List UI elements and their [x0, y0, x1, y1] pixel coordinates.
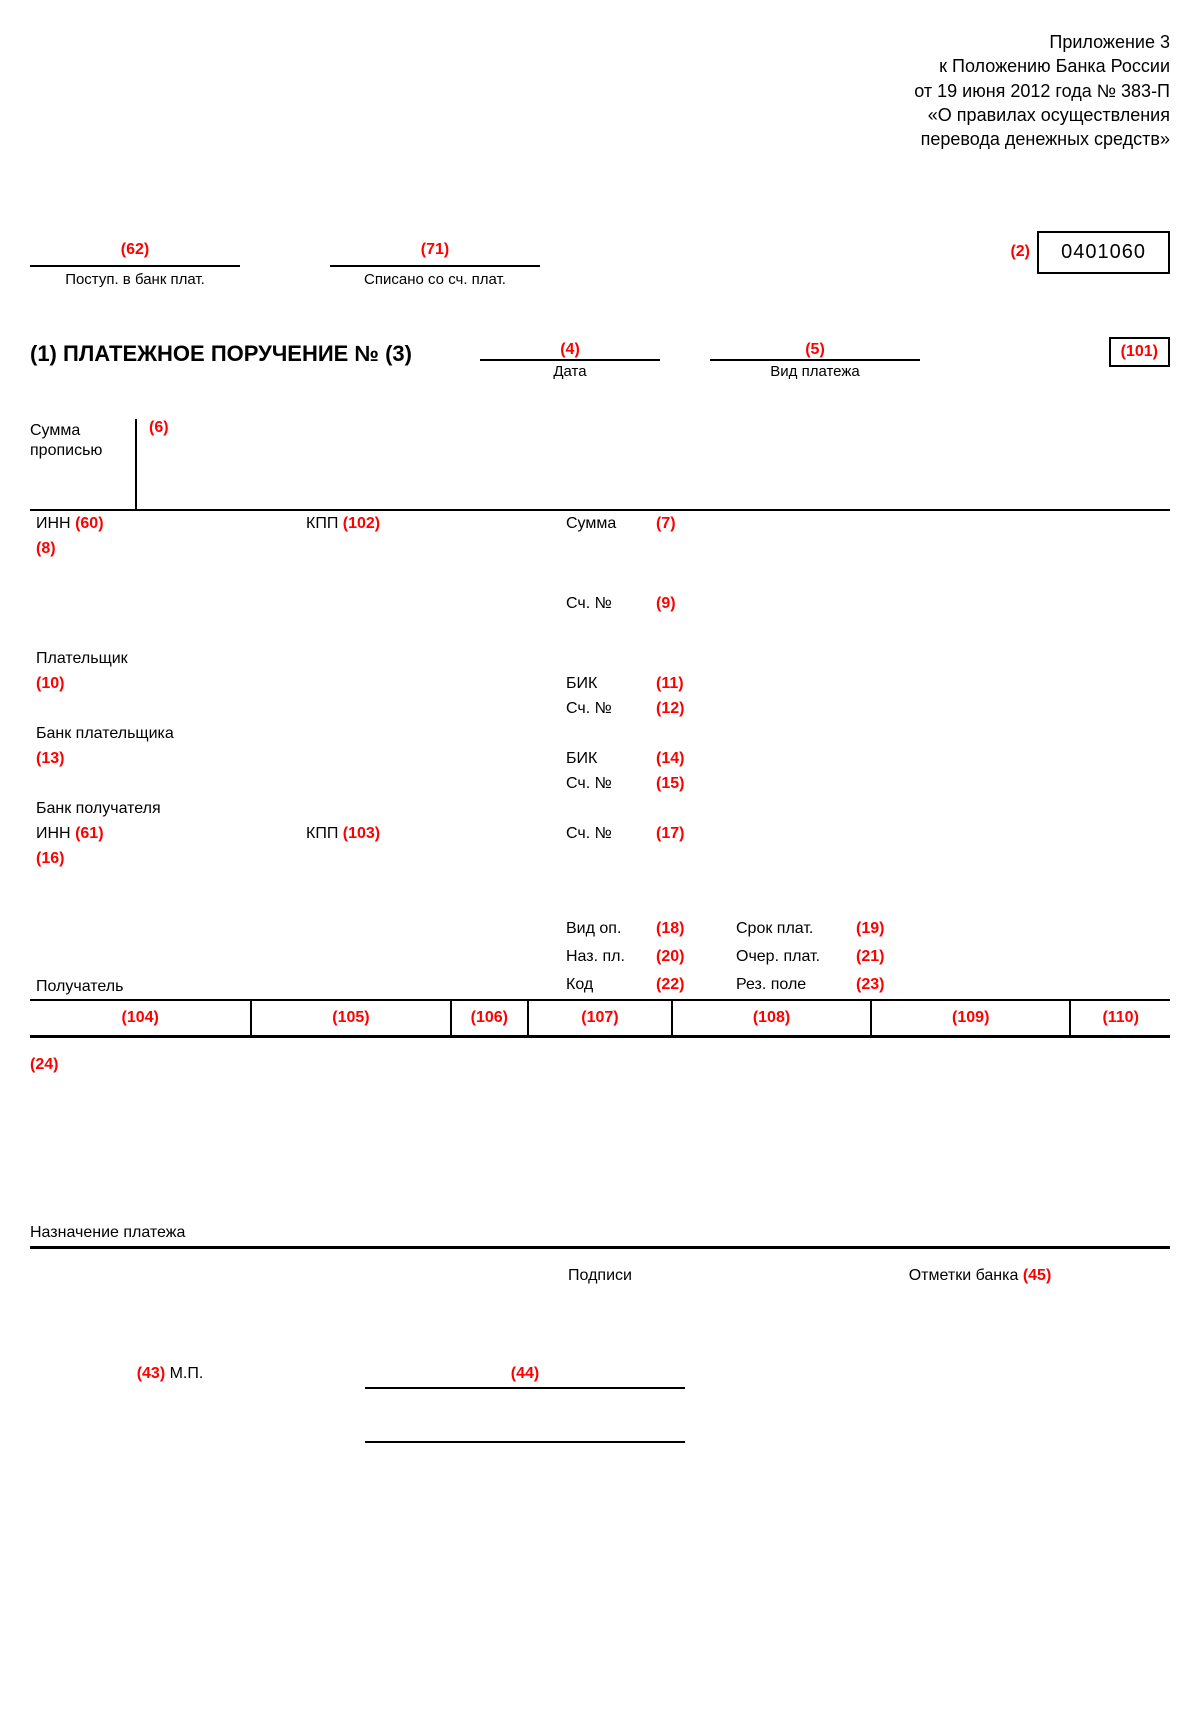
lbl-bank-payer: Банк плательщика [30, 721, 560, 746]
lbl-sch15: Сч. № [560, 771, 650, 796]
hdr-l5: перевода денежных средств» [30, 127, 1170, 151]
lbl-bik11: БИК [560, 671, 650, 696]
num-110: (110) [1070, 1000, 1170, 1037]
lbl-sch12: Сч. № [560, 696, 650, 721]
signatures-header: Подписи Отметки банка (45) [30, 1267, 1170, 1285]
regulation-header: Приложение 3 к Положению Банка России от… [30, 30, 1170, 151]
num-10: (10) [36, 675, 64, 692]
num-104: (104) [30, 1000, 251, 1037]
num-16: (16) [36, 850, 64, 867]
lbl-bik14: БИК [560, 746, 650, 771]
signature-line-2 [365, 1439, 685, 1443]
lbl-bank-recv: Банк получателя [30, 796, 560, 821]
tax-row: (104) (105) (106) (107) (108) (109) (110… [30, 999, 1170, 1038]
num-45: (45) [1023, 1267, 1051, 1284]
num-7: (7) [656, 515, 676, 532]
num-17: (17) [656, 825, 684, 842]
field-71: (71) Списано со сч. плат. [330, 241, 540, 288]
num-19: (19) [856, 920, 884, 937]
field-62: (62) Поступ. в банк плат. [30, 241, 240, 288]
lbl-inn: ИНН [36, 515, 71, 532]
num-105: (105) [251, 1000, 450, 1037]
amount-in-words: Сумма прописью (6) [30, 419, 1170, 509]
hdr-l4: «О правилах осуществления [30, 103, 1170, 127]
lbl-sch9: Сч. № [560, 591, 650, 616]
num-15: (15) [656, 775, 684, 792]
caption-62: Поступ. в банк плат. [30, 271, 240, 288]
num-11: (11) [656, 675, 684, 692]
num-22: (22) [656, 976, 684, 993]
amt-label-2: прописью [30, 442, 102, 459]
lbl-vidop: Вид оп. [560, 916, 650, 944]
num-13: (13) [36, 750, 64, 767]
num-8: (8) [36, 540, 56, 557]
field-101: (101) [1109, 337, 1170, 367]
num-6: (6) [149, 419, 169, 436]
payment-purpose: (24) Назначение платежа [30, 1056, 1170, 1249]
caption-paytype: Вид платежа [710, 363, 920, 380]
num-106: (106) [451, 1000, 528, 1037]
num-108: (108) [672, 1000, 871, 1037]
lbl-srok: Срок плат. [730, 916, 850, 944]
lbl-sch17: Сч. № [560, 821, 650, 846]
num-103: (103) [343, 825, 380, 842]
lbl-podpisi: Подписи [410, 1267, 790, 1285]
lbl-mp: М.П. [170, 1365, 204, 1382]
main-form-grid: ИНН (60) КПП (102) Сумма (7) (8) Сч. № (… [30, 509, 1170, 999]
num-62: (62) [121, 241, 149, 258]
signature-area: (43) М.П. (44) [30, 1325, 1170, 1443]
num-109: (109) [871, 1000, 1070, 1037]
hdr-l1: Приложение 3 [30, 30, 1170, 54]
num-107: (107) [528, 1000, 672, 1037]
num-44: (44) [511, 1365, 539, 1382]
num-24: (24) [30, 1056, 58, 1073]
num-61: (61) [75, 825, 103, 842]
hdr-l3: от 19 июня 2012 года № 383-П [30, 79, 1170, 103]
num-9: (9) [656, 595, 676, 612]
num-12: (12) [656, 700, 684, 717]
num-23: (23) [856, 976, 884, 993]
lbl-inn2: ИНН [36, 825, 71, 842]
num-102: (102) [343, 515, 380, 532]
lbl-ocher: Очер. плат. [730, 944, 850, 972]
caption-71: Списано со сч. плат. [330, 271, 540, 288]
form-code: 0401060 [1037, 231, 1170, 274]
num-18: (18) [656, 920, 684, 937]
num-5: (5) [805, 341, 825, 358]
lbl-otmetki: Отметки банка [909, 1267, 1019, 1284]
num-71: (71) [421, 241, 449, 258]
num-4: (4) [560, 341, 580, 358]
num-2: (2) [1010, 243, 1030, 261]
top-row: (62) Поступ. в банк плат. (71) Списано с… [30, 241, 1170, 311]
caption-date: Дата [480, 363, 660, 380]
num-14: (14) [656, 750, 684, 767]
num-21: (21) [856, 948, 884, 965]
num-60: (60) [75, 515, 103, 532]
lbl-rez: Рез. поле [730, 972, 850, 1000]
document-title: (1) ПЛАТЕЖНОЕ ПОРУЧЕНИЕ № (3) [30, 341, 412, 366]
lbl-summa: Сумма [560, 510, 650, 536]
title-row: (1) ПЛАТЕЖНОЕ ПОРУЧЕНИЕ № (3) (4) Дата (… [30, 341, 1170, 401]
amt-label-1: Сумма [30, 422, 80, 439]
lbl-kpp2: КПП [306, 825, 338, 842]
lbl-kod: Код [560, 972, 650, 1000]
lbl-nazpl: Наз. пл. [560, 944, 650, 972]
hdr-l2: к Положению Банка России [30, 54, 1170, 78]
lbl-receiver: Получатель [36, 978, 554, 996]
lbl-purpose: Назначение платежа [30, 1224, 1170, 1242]
lbl-payer: Плательщик [30, 616, 560, 671]
num-43: (43) [137, 1365, 165, 1382]
lbl-kpp: КПП [306, 515, 338, 532]
num-20: (20) [656, 948, 684, 965]
